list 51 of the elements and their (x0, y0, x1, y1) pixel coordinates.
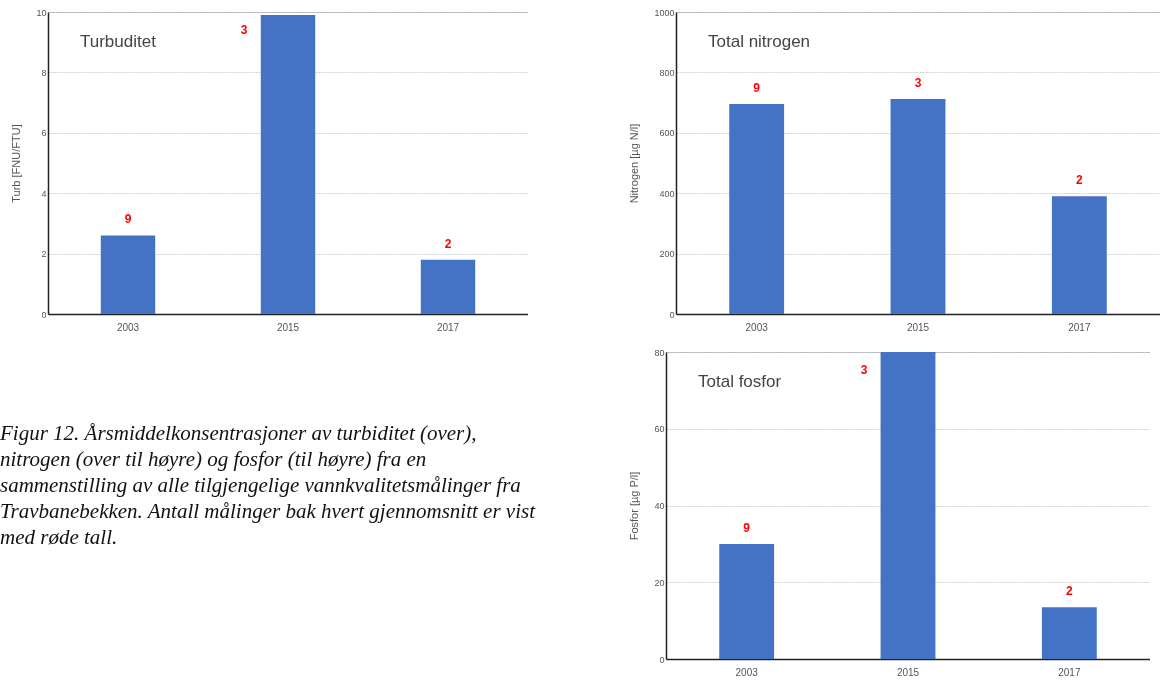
y-axis-title: Fosfor [µg P/l] (628, 471, 641, 541)
text: Turbuditet (80, 32, 157, 51)
annotation: 9 (124, 212, 132, 227)
x-tick-label: 2015 (906, 321, 930, 333)
y-axis-title: Turb [FNU/FTU] (10, 124, 23, 203)
bar (719, 543, 775, 659)
y-tick-label: 40 (654, 501, 665, 511)
x-tick-label: 2003 (116, 321, 140, 333)
bar (420, 259, 476, 314)
x-tick-label: 2017 (1068, 321, 1091, 333)
x-tick-label: 2003 (735, 666, 759, 678)
annotation: 3 (240, 23, 248, 37)
y-tick-label: 2 (41, 249, 47, 260)
bar (1041, 607, 1097, 659)
y-tick-label: 600 (659, 128, 675, 139)
text: Total fosfor (698, 372, 782, 391)
y-tick-label: 6 (41, 128, 47, 139)
y-tick-label: 0 (669, 309, 675, 320)
y-tick-label: 1000 (654, 7, 675, 18)
annotation: 2 (1075, 173, 1083, 188)
y-tick-label: 200 (659, 249, 675, 260)
x-tick-label: 2015 (276, 321, 300, 333)
bar (100, 235, 156, 314)
x-tick-label: 2017 (436, 321, 460, 333)
bar (729, 104, 785, 314)
bar (890, 98, 946, 314)
x-tick-label: 2015 (896, 666, 920, 678)
y-tick-label: 8 (41, 67, 47, 78)
annotation: 9 (753, 81, 761, 96)
annotation: 2 (444, 236, 452, 251)
y-tick-label: 20 (654, 577, 665, 588)
y-tick-label: 4 (41, 188, 47, 199)
y-tick-label: 0 (659, 654, 665, 665)
bar (260, 15, 316, 314)
y-axis-title: Nitrogen [µg N/l] (628, 123, 641, 204)
x-tick-label: 2017 (1058, 666, 1081, 678)
bar (880, 352, 936, 659)
annotation: 9 (743, 520, 751, 535)
annotation: 3 (860, 363, 868, 377)
y-tick-label: 0 (41, 309, 47, 320)
annotation: 2 (1065, 584, 1073, 599)
y-tick-label: 800 (659, 67, 675, 78)
annotation: 3 (914, 75, 922, 90)
x-tick-label: 2003 (745, 321, 769, 333)
y-tick-label: 10 (36, 7, 47, 18)
y-tick-label: 400 (659, 188, 675, 199)
text: Figur 12. Årsmiddelkonsentrasjoner av turbiditet (over), nitrogen (over til høyre) og fosfor (til høyre) fra en sammenstilling av alle tilgjengelige vannkvalitetsmålinger fra Travbanebekken. Antall målinger bak hvert gjennomsnitt er vist med røde tall. (0, 420, 537, 550)
bar (1051, 196, 1107, 314)
y-tick-label: 80 (654, 347, 665, 358)
y-tick-label: 60 (654, 424, 665, 435)
text: Total nitrogen (708, 32, 811, 51)
